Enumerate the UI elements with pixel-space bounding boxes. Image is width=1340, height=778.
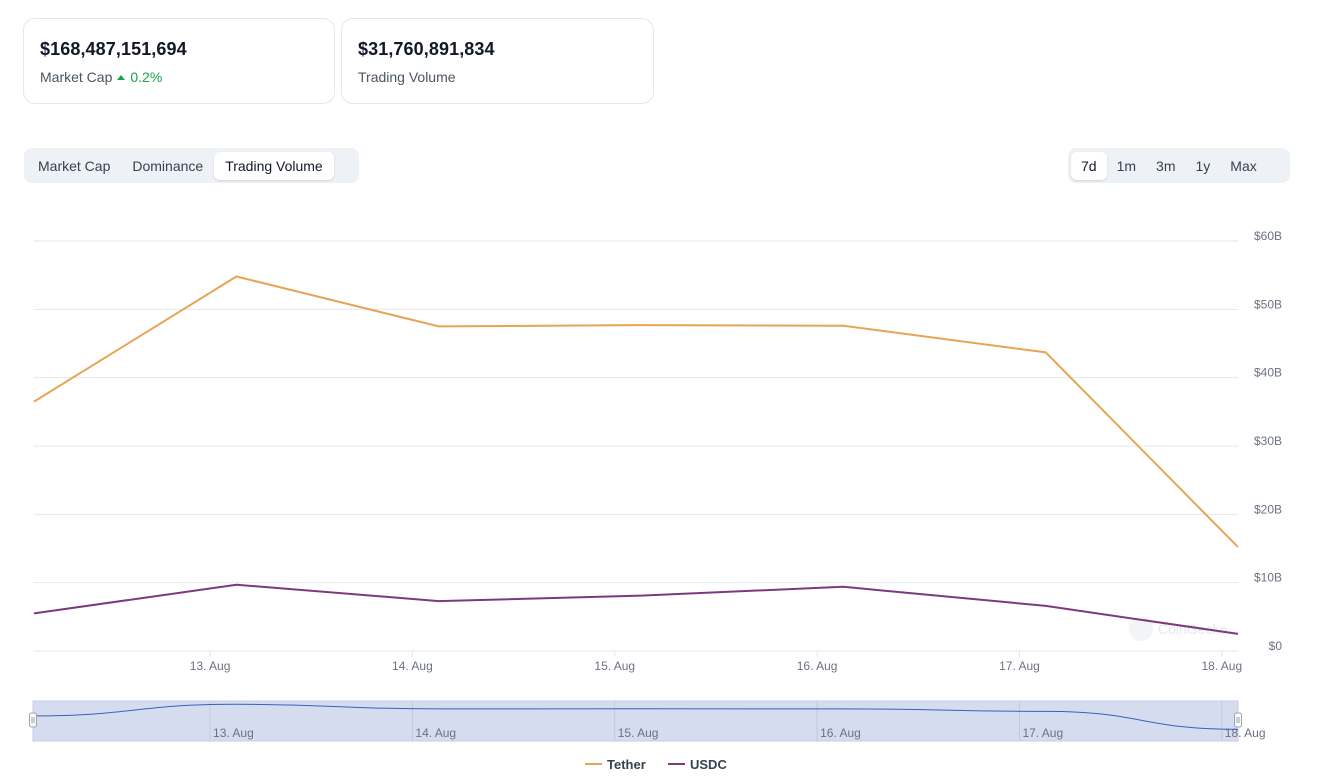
chart-view-tabs: Market Cap Dominance Trading Volume bbox=[24, 148, 359, 183]
series-line-tether[interactable] bbox=[33, 275, 1239, 548]
trading-volume-value: $31,760,891,834 bbox=[358, 39, 495, 59]
range-navigator[interactable]: 13. Aug 14. Aug 15. Aug 16. Aug 17. Aug 18. A… bbox=[29, 700, 1266, 742]
range-max[interactable]: Max bbox=[1230, 157, 1257, 174]
legend-label: Tether bbox=[607, 757, 646, 772]
x-tick-label: 18. Aug bbox=[1201, 659, 1242, 673]
market-cap-change: 0.2% bbox=[117, 69, 162, 85]
y-tick-label: $60B bbox=[1254, 229, 1282, 243]
navigator-line bbox=[32, 703, 1239, 730]
navigator-selection[interactable] bbox=[32, 700, 1239, 742]
legend-item-usdc[interactable]: USDC bbox=[668, 757, 727, 772]
y-tick-label: $10B bbox=[1254, 571, 1282, 585]
caret-up-icon bbox=[117, 74, 126, 80]
market-cap-change-value: 0.2% bbox=[130, 69, 163, 85]
x-tick-label: 13. Aug bbox=[190, 659, 231, 673]
market-cap-label: Market Cap bbox=[40, 69, 113, 85]
range-7d[interactable]: 7d bbox=[1071, 151, 1107, 180]
trading-volume-label-row: Trading Volume bbox=[358, 69, 637, 85]
y-tick-label: $50B bbox=[1254, 297, 1282, 311]
range-1y[interactable]: 1y bbox=[1195, 157, 1211, 174]
x-tick-label: 15. Aug bbox=[594, 659, 635, 673]
x-tick-label: 16. Aug bbox=[797, 659, 838, 673]
market-cap-value: $168,487,151,694 bbox=[40, 39, 187, 59]
navigator-tick-label: 18. Aug bbox=[1225, 726, 1266, 740]
y-tick-label: $0 bbox=[1269, 639, 1283, 653]
market-cap-card: $168,487,151,694 Market Cap 0.2% bbox=[23, 18, 335, 104]
tab-market-cap[interactable]: Market Cap bbox=[38, 157, 111, 174]
x-axis-ticks: 13. Aug 14. Aug 15. Aug 16. Aug 17. Aug 18. A… bbox=[190, 651, 1242, 673]
tab-dominance[interactable]: Dominance bbox=[132, 157, 204, 174]
legend-item-tether[interactable]: Tether bbox=[585, 757, 646, 772]
trading-volume-chart[interactable]: $0 $10B $20B $30B $40B $50B $60B 13. Aug 14. Au… bbox=[0, 200, 1340, 778]
x-tick-label: 17. Aug bbox=[999, 659, 1040, 673]
x-tick-label: 14. Aug bbox=[392, 659, 433, 673]
navigator-tick-label: 17. Aug bbox=[1022, 726, 1063, 740]
series-line-usdc[interactable] bbox=[33, 583, 1239, 635]
gecko-logo-icon bbox=[1129, 617, 1153, 641]
time-range-tabs: 7d 1m 3m 1y Max bbox=[1068, 148, 1290, 183]
range-1m[interactable]: 1m bbox=[1116, 157, 1137, 174]
y-tick-label: $40B bbox=[1254, 366, 1282, 380]
navigator-right-handle[interactable] bbox=[1234, 712, 1242, 728]
series-lines bbox=[33, 275, 1239, 635]
legend: Tether USDC bbox=[585, 757, 727, 772]
trading-volume-card: $31,760,891,834 Trading Volume bbox=[341, 18, 654, 104]
navigator-tick-label: 13. Aug bbox=[213, 726, 254, 740]
range-3m[interactable]: 3m bbox=[1156, 157, 1176, 174]
y-tick-label: $30B bbox=[1254, 434, 1282, 448]
grid-lines bbox=[34, 240, 1238, 652]
navigator-tick-label: 14. Aug bbox=[415, 726, 456, 740]
tab-trading-volume[interactable]: Trading Volume bbox=[214, 151, 334, 180]
trading-volume-label: Trading Volume bbox=[358, 69, 456, 85]
y-tick-label: $20B bbox=[1254, 502, 1282, 516]
navigator-tick-label: 16. Aug bbox=[820, 726, 861, 740]
y-axis-ticks: $0 $10B $20B $30B $40B $50B $60B bbox=[1254, 229, 1282, 653]
legend-label: USDC bbox=[690, 757, 727, 772]
navigator-tick-label: 15. Aug bbox=[618, 726, 659, 740]
market-cap-label-row: Market Cap 0.2% bbox=[40, 69, 318, 85]
navigator-left-handle[interactable] bbox=[29, 712, 37, 728]
